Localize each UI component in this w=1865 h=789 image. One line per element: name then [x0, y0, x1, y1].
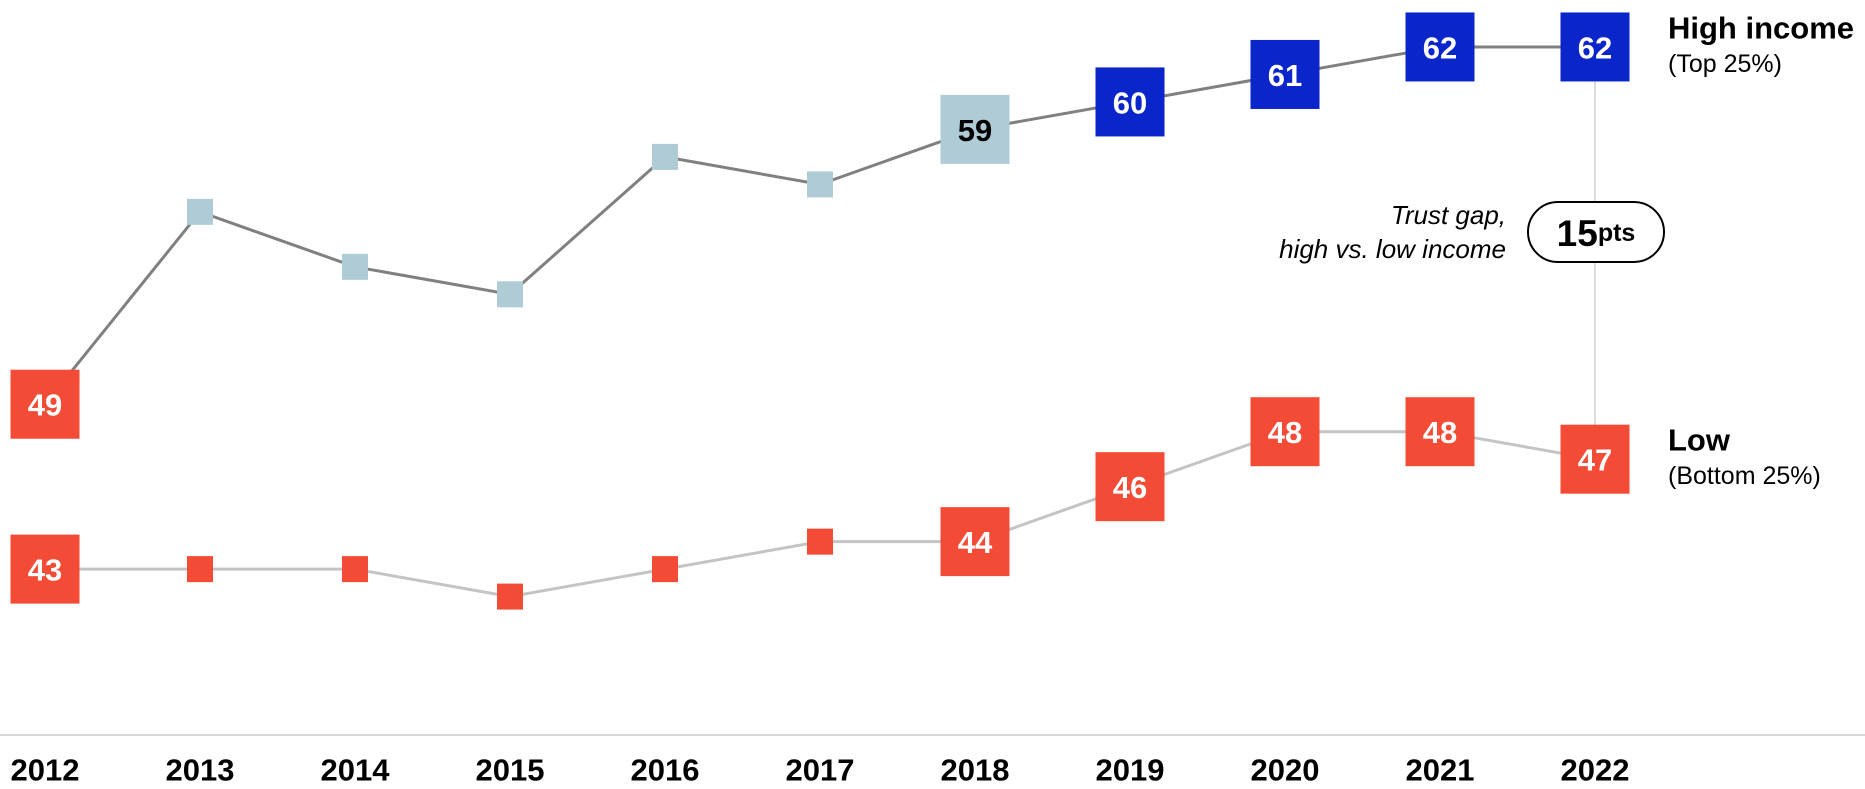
x-tick-label: 2020	[1251, 753, 1320, 785]
point-marker	[187, 198, 213, 225]
legend-sublabel: (Top 25%)	[1668, 50, 1782, 78]
point-marker	[342, 556, 368, 583]
point-marker	[1405, 12, 1475, 82]
point-marker	[940, 94, 1010, 164]
value-label: 46	[1113, 470, 1147, 505]
x-tick-label: 2021	[1406, 753, 1475, 785]
point-marker	[1095, 67, 1165, 137]
point-marker	[187, 556, 213, 583]
x-tick-label: 2018	[941, 753, 1010, 785]
point-marker	[807, 528, 833, 555]
point-marker	[940, 507, 1010, 577]
x-tick-label: 2012	[11, 753, 80, 785]
legend-label: High income	[1668, 10, 1854, 45]
value-label: 43	[28, 553, 62, 588]
gap-unit: pts	[1598, 219, 1636, 247]
point-marker	[1560, 12, 1630, 82]
point-marker	[497, 281, 523, 308]
series-line	[45, 430, 1596, 599]
point-marker	[1095, 452, 1165, 522]
x-tick-label: 2015	[476, 753, 545, 785]
x-tick-label: 2016	[631, 753, 700, 785]
value-label: 62	[1423, 30, 1457, 65]
point-marker	[807, 171, 833, 198]
point-marker	[652, 143, 678, 170]
annotation-text: Trust gap,	[1391, 200, 1506, 230]
value-label: 61	[1268, 58, 1302, 93]
value-label: 48	[1268, 415, 1302, 450]
x-tick-label: 2019	[1096, 753, 1165, 785]
point-marker	[652, 556, 678, 583]
point-marker	[10, 369, 80, 439]
value-label: 62	[1578, 30, 1612, 65]
legend-label: Low	[1668, 423, 1731, 458]
legend-sublabel: (Bottom 25%)	[1668, 462, 1821, 490]
point-marker	[1250, 39, 1320, 109]
gap-number: 15	[1557, 213, 1598, 254]
point-marker	[1560, 424, 1630, 494]
point-marker	[342, 253, 368, 280]
point-marker	[1405, 397, 1475, 467]
point-marker	[497, 583, 523, 610]
x-tick-label: 2014	[321, 753, 391, 785]
value-label: 48	[1423, 415, 1457, 450]
gap-value: 15pts	[1557, 213, 1636, 254]
value-label: 49	[28, 388, 62, 423]
point-marker	[1250, 397, 1320, 467]
point-marker	[10, 534, 80, 604]
series-line	[43, 45, 1595, 406]
annotation-text: high vs. low income	[1279, 234, 1506, 264]
gap-pill	[1527, 201, 1665, 263]
value-label: 59	[958, 113, 992, 148]
value-label: 44	[958, 525, 993, 560]
x-tick-label: 2013	[166, 753, 235, 785]
value-label: 60	[1113, 85, 1147, 120]
x-tick-label: 2022	[1561, 753, 1630, 785]
value-label: 47	[1578, 443, 1612, 478]
x-tick-label: 2017	[786, 753, 855, 785]
